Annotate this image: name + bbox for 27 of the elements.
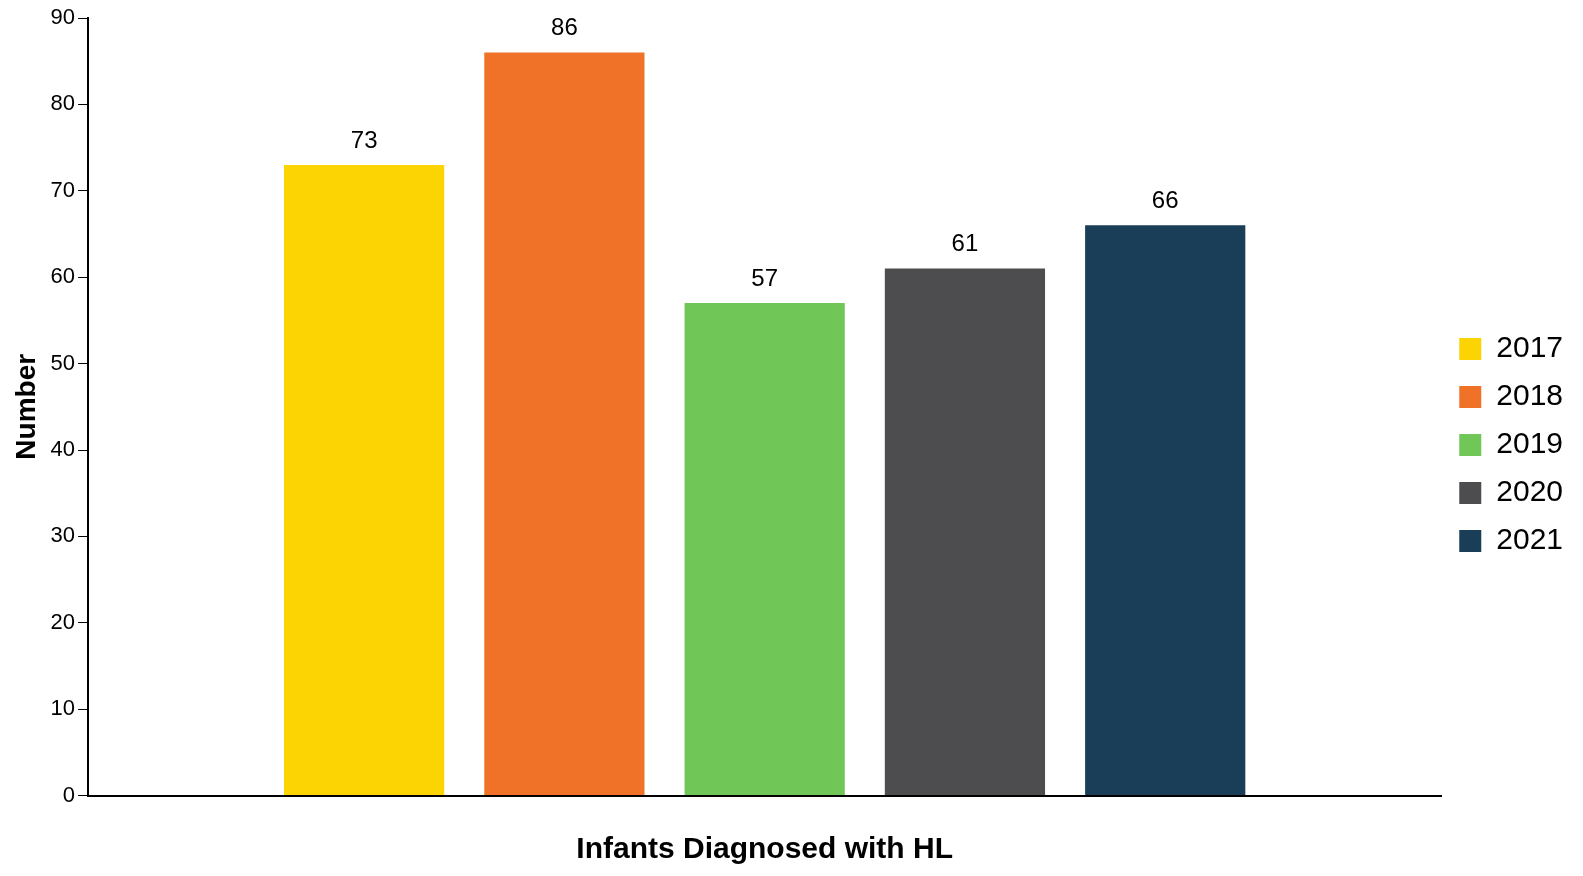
data-label: 66	[1151, 185, 1179, 213]
legend-label: 2021	[1496, 522, 1564, 556]
y-tick-label: 60	[50, 263, 76, 289]
data-label: 57	[751, 263, 779, 291]
bar	[1085, 225, 1246, 796]
y-axis-title: Number	[9, 353, 41, 460]
y-tick-label: 50	[50, 349, 76, 375]
data-label: 73	[350, 125, 378, 153]
bar	[284, 164, 445, 796]
legend-label: 2018	[1496, 378, 1564, 412]
bar	[484, 52, 645, 796]
y-tick-label: 90	[50, 4, 76, 30]
y-tick-label: 80	[50, 90, 76, 116]
data-label: 86	[551, 13, 578, 41]
legend-label: 2017	[1496, 330, 1564, 364]
y-tick-label: 20	[50, 608, 76, 634]
data-label: 61	[951, 229, 979, 257]
bar	[684, 303, 845, 796]
x-axis-title: Infants Diagnosed with HL	[576, 831, 953, 865]
legend-label: 2019	[1496, 426, 1564, 460]
bar	[884, 268, 1046, 796]
y-tick-label: 40	[50, 436, 76, 462]
y-tick-label: 70	[50, 176, 76, 202]
y-tick-label: 0	[62, 781, 76, 807]
legend-label: 2020	[1496, 474, 1564, 508]
y-tick-label: 10	[50, 695, 76, 721]
y-tick-label: 30	[50, 522, 76, 548]
